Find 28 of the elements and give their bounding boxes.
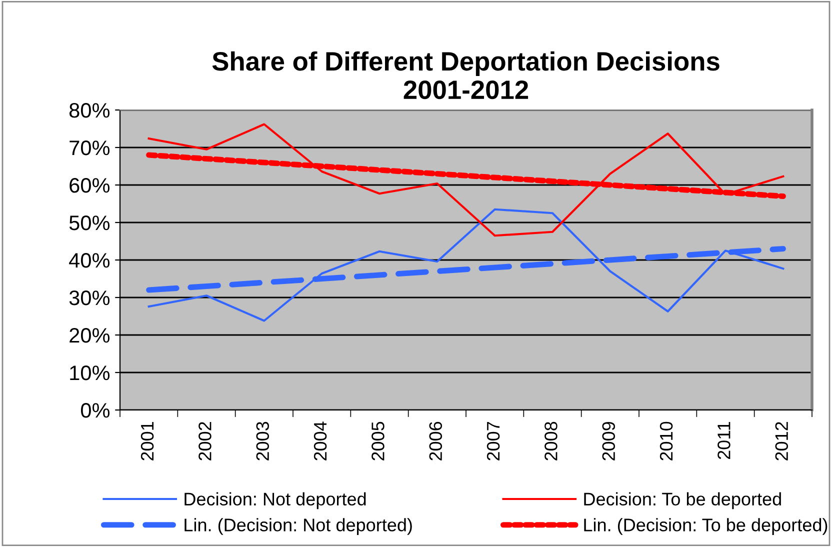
- x-tick-label: 2007: [486, 422, 500, 460]
- x-tick-label: 2004: [314, 422, 327, 460]
- y-tick-label: 10%: [70, 366, 110, 380]
- y-tick-label: 40%: [69, 253, 110, 268]
- y-tick-label: 0%: [80, 403, 110, 418]
- legend-label: Lin. (Decision: Not deported): [184, 518, 412, 535]
- y-tick-label: 80%: [69, 103, 110, 118]
- x-tick-label: 2006: [429, 422, 442, 460]
- y-tick-label: 30%: [69, 290, 110, 306]
- y-tick-label: 60%: [70, 178, 110, 193]
- x-tick-label: 2003: [256, 422, 270, 460]
- x-tick-label: 2001: [140, 422, 154, 460]
- x-tick-label: 2009: [602, 422, 616, 460]
- y-tick-label: 50%: [69, 216, 110, 230]
- chart-title: Share of Different Deportation Decisions 2001-2012: [212, 51, 720, 100]
- y-tick-label: 70%: [70, 140, 110, 156]
- x-tick-label: 2012: [775, 422, 788, 460]
- y-tick-label: 20%: [70, 328, 110, 343]
- legend-label: Lin. (Decision: To be deported): [584, 518, 828, 535]
- legend-label: Decision: Not deported: [184, 492, 366, 510]
- x-tick-label: 2010: [660, 422, 673, 460]
- x-tick-label: 2002: [198, 422, 212, 460]
- x-tick-label: 2011: [718, 422, 730, 460]
- x-tick-label: 2005: [372, 422, 384, 460]
- legend-label: Decision: To be deported: [584, 492, 781, 510]
- line-series: [148, 123, 784, 237]
- line-series: [148, 208, 784, 322]
- x-tick-label: 2008: [544, 422, 558, 460]
